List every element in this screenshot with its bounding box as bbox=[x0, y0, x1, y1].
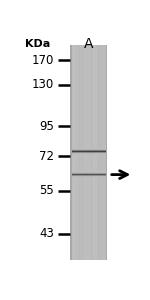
FancyBboxPatch shape bbox=[72, 149, 106, 150]
FancyBboxPatch shape bbox=[72, 154, 106, 155]
FancyBboxPatch shape bbox=[72, 176, 106, 177]
FancyBboxPatch shape bbox=[71, 45, 72, 260]
FancyBboxPatch shape bbox=[72, 172, 106, 173]
FancyBboxPatch shape bbox=[106, 45, 107, 260]
FancyBboxPatch shape bbox=[95, 45, 96, 260]
FancyBboxPatch shape bbox=[72, 153, 106, 154]
FancyBboxPatch shape bbox=[72, 154, 106, 155]
FancyBboxPatch shape bbox=[72, 152, 106, 153]
FancyBboxPatch shape bbox=[72, 148, 106, 149]
FancyBboxPatch shape bbox=[97, 45, 99, 260]
Text: 43: 43 bbox=[39, 227, 54, 240]
FancyBboxPatch shape bbox=[72, 173, 106, 174]
FancyBboxPatch shape bbox=[72, 174, 106, 175]
FancyBboxPatch shape bbox=[72, 174, 106, 175]
FancyBboxPatch shape bbox=[85, 45, 86, 260]
Text: 55: 55 bbox=[39, 184, 54, 197]
FancyBboxPatch shape bbox=[75, 45, 76, 260]
FancyBboxPatch shape bbox=[72, 175, 106, 176]
FancyBboxPatch shape bbox=[105, 45, 107, 260]
FancyBboxPatch shape bbox=[81, 45, 82, 260]
Text: 72: 72 bbox=[39, 150, 54, 163]
FancyBboxPatch shape bbox=[72, 173, 106, 174]
FancyBboxPatch shape bbox=[77, 45, 78, 260]
FancyBboxPatch shape bbox=[72, 171, 106, 172]
FancyBboxPatch shape bbox=[79, 45, 80, 260]
Text: KDa: KDa bbox=[25, 39, 50, 49]
Text: 95: 95 bbox=[39, 120, 54, 133]
Text: A: A bbox=[84, 37, 94, 51]
FancyBboxPatch shape bbox=[93, 45, 94, 260]
FancyBboxPatch shape bbox=[103, 45, 105, 260]
FancyBboxPatch shape bbox=[72, 176, 106, 177]
FancyBboxPatch shape bbox=[72, 149, 106, 150]
FancyBboxPatch shape bbox=[83, 45, 84, 260]
FancyBboxPatch shape bbox=[99, 45, 101, 260]
FancyBboxPatch shape bbox=[72, 153, 106, 154]
FancyBboxPatch shape bbox=[72, 150, 106, 151]
FancyBboxPatch shape bbox=[70, 45, 107, 260]
FancyBboxPatch shape bbox=[73, 45, 74, 260]
FancyBboxPatch shape bbox=[72, 172, 106, 173]
Text: 130: 130 bbox=[32, 78, 54, 91]
FancyBboxPatch shape bbox=[72, 153, 106, 154]
FancyBboxPatch shape bbox=[72, 154, 106, 155]
FancyBboxPatch shape bbox=[72, 151, 106, 152]
FancyBboxPatch shape bbox=[72, 152, 106, 153]
FancyBboxPatch shape bbox=[72, 150, 106, 151]
FancyBboxPatch shape bbox=[72, 174, 106, 175]
FancyBboxPatch shape bbox=[101, 45, 103, 260]
FancyBboxPatch shape bbox=[89, 45, 90, 260]
FancyBboxPatch shape bbox=[72, 175, 106, 176]
FancyBboxPatch shape bbox=[70, 45, 72, 260]
FancyBboxPatch shape bbox=[72, 148, 106, 149]
FancyBboxPatch shape bbox=[72, 151, 106, 152]
FancyBboxPatch shape bbox=[91, 45, 92, 260]
Text: 170: 170 bbox=[32, 54, 54, 67]
FancyBboxPatch shape bbox=[72, 172, 106, 173]
FancyBboxPatch shape bbox=[87, 45, 88, 260]
